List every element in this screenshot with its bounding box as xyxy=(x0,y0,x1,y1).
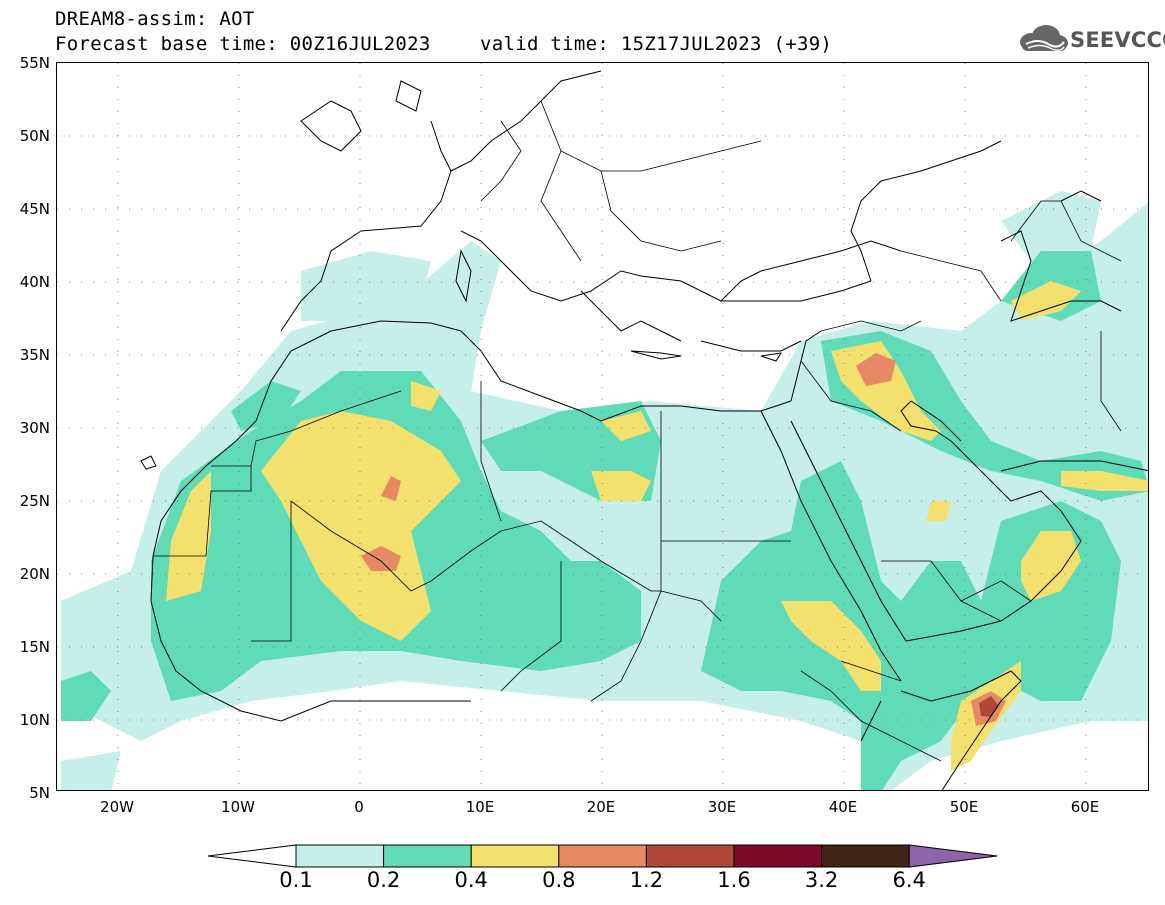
lon-label: 10W xyxy=(221,798,255,816)
colorbar-tick-label: 0.2 xyxy=(366,868,401,892)
colorbar-segment xyxy=(821,844,910,868)
lat-label: 10N xyxy=(19,711,50,729)
lon-label: 60E xyxy=(1070,798,1100,816)
forecast-base-time: Forecast base time: 00Z16JUL2023 valid ti… xyxy=(55,33,832,55)
country-borders xyxy=(153,100,1122,762)
colorbar-tick-label: 6.4 xyxy=(892,868,926,892)
lon-label: 20E xyxy=(586,798,616,816)
lon-label: 10E xyxy=(465,798,495,816)
lon-label: 40E xyxy=(828,798,858,816)
seevccc-logo: SEEVCCC xyxy=(1018,24,1165,56)
lon-label: 20W xyxy=(100,798,134,816)
aot-fill-0.4 xyxy=(166,281,1148,771)
colorbar-arrow-high xyxy=(908,844,998,868)
lon-label: 30E xyxy=(707,798,737,816)
aot-contour-map xyxy=(57,63,1148,790)
lat-label: 30N xyxy=(19,419,50,437)
colorbar-segment xyxy=(383,844,472,868)
map-title: DREAM8-assim: AOT xyxy=(55,8,255,30)
colorbar-tick-label: 1.2 xyxy=(629,868,664,892)
logo-text: SEEVCCC xyxy=(1070,28,1165,52)
colorbar-segment xyxy=(558,844,647,868)
lat-label: 50N xyxy=(19,127,50,145)
lon-label: 50E xyxy=(949,798,979,816)
base-time-text: Forecast base time: 00Z16JUL2023 xyxy=(55,33,431,55)
colorbar-tick-label: 0.8 xyxy=(542,868,576,892)
cloud-logo-icon xyxy=(1020,25,1068,51)
lat-label: 20N xyxy=(19,565,50,583)
lat-label: 40N xyxy=(19,273,50,291)
colorbar-segment xyxy=(733,844,823,868)
colorbar-segment xyxy=(295,844,385,868)
lat-label: 25N xyxy=(19,492,50,510)
coastlines xyxy=(140,70,1148,790)
lat-label: 5N xyxy=(29,784,50,802)
colorbar-segment xyxy=(645,844,735,868)
colorbar-tick-label: 3.2 xyxy=(804,868,839,892)
lat-label: 45N xyxy=(19,200,50,218)
colorbar-tick-label: 0.1 xyxy=(279,868,313,892)
colorbar-segment xyxy=(470,844,560,868)
lat-label: 55N xyxy=(19,54,50,72)
aot-map xyxy=(56,62,1149,791)
lat-label: 35N xyxy=(19,346,50,364)
colorbar-arrow-low xyxy=(207,844,297,868)
colorbar-tick-label: 0.4 xyxy=(454,868,488,892)
lon-label: 0 xyxy=(354,798,364,816)
colorbar-tick-label: 1.6 xyxy=(717,868,751,892)
valid-time-text: valid time: 15Z17JUL2023 (+39) xyxy=(480,33,833,55)
lat-label: 15N xyxy=(19,638,50,656)
